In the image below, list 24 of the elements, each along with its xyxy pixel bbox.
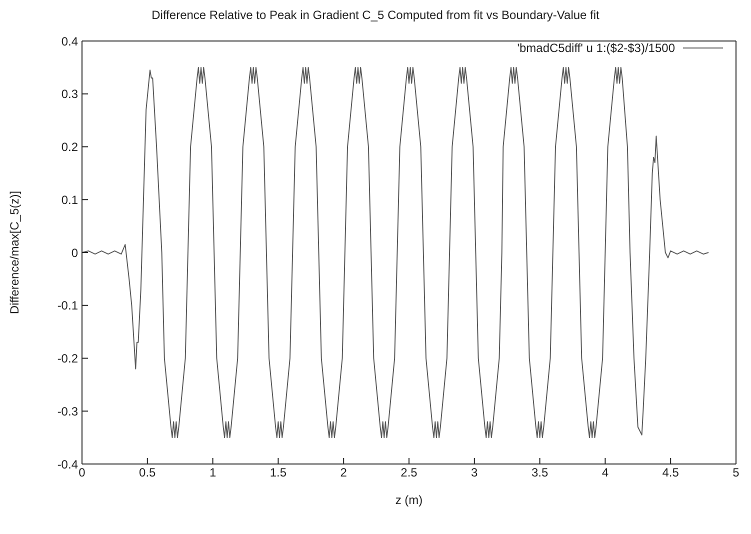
y-tick-label: -0.2 [57, 352, 78, 366]
x-tick-label: 2.5 [400, 466, 418, 480]
x-tick-label: 3.5 [531, 466, 548, 480]
y-tick-label: 0 [71, 246, 78, 260]
y-tick-label: -0.4 [57, 457, 78, 472]
y-tick-label: -0.1 [57, 298, 78, 313]
x-tick-label: 5 [732, 466, 740, 480]
y-tick-label: 0.1 [61, 192, 78, 207]
y-tick-label: 0.4 [61, 34, 78, 48]
y-tick-label: 0.3 [61, 87, 78, 102]
chart-title: Difference Relative to Peak in Gradient C_5 Computed from fit vs Boundary-Value fit [150, 8, 600, 24]
x-tick-label: 3 [471, 466, 478, 480]
x-tick-label: 4.5 [662, 466, 680, 480]
x-tick-label: 2 [340, 466, 348, 480]
y-tick-label: -0.3 [57, 404, 78, 418]
x-tick-label: 1 [209, 466, 216, 480]
x-tick-label: 4 [602, 466, 609, 480]
legend-label: 'bmadC5diff' u 1:($2-$3)/1500 [517, 41, 675, 55]
y-tick-label: 0.2 [61, 140, 78, 154]
line-series [82, 66, 710, 438]
y-axis-title: Difference/max[C_5(z)] [7, 190, 22, 314]
x-tick-label: 1.5 [270, 466, 287, 480]
x-axis-title: z (m) [395, 493, 423, 507]
x-tick-label: 0.5 [139, 466, 156, 480]
